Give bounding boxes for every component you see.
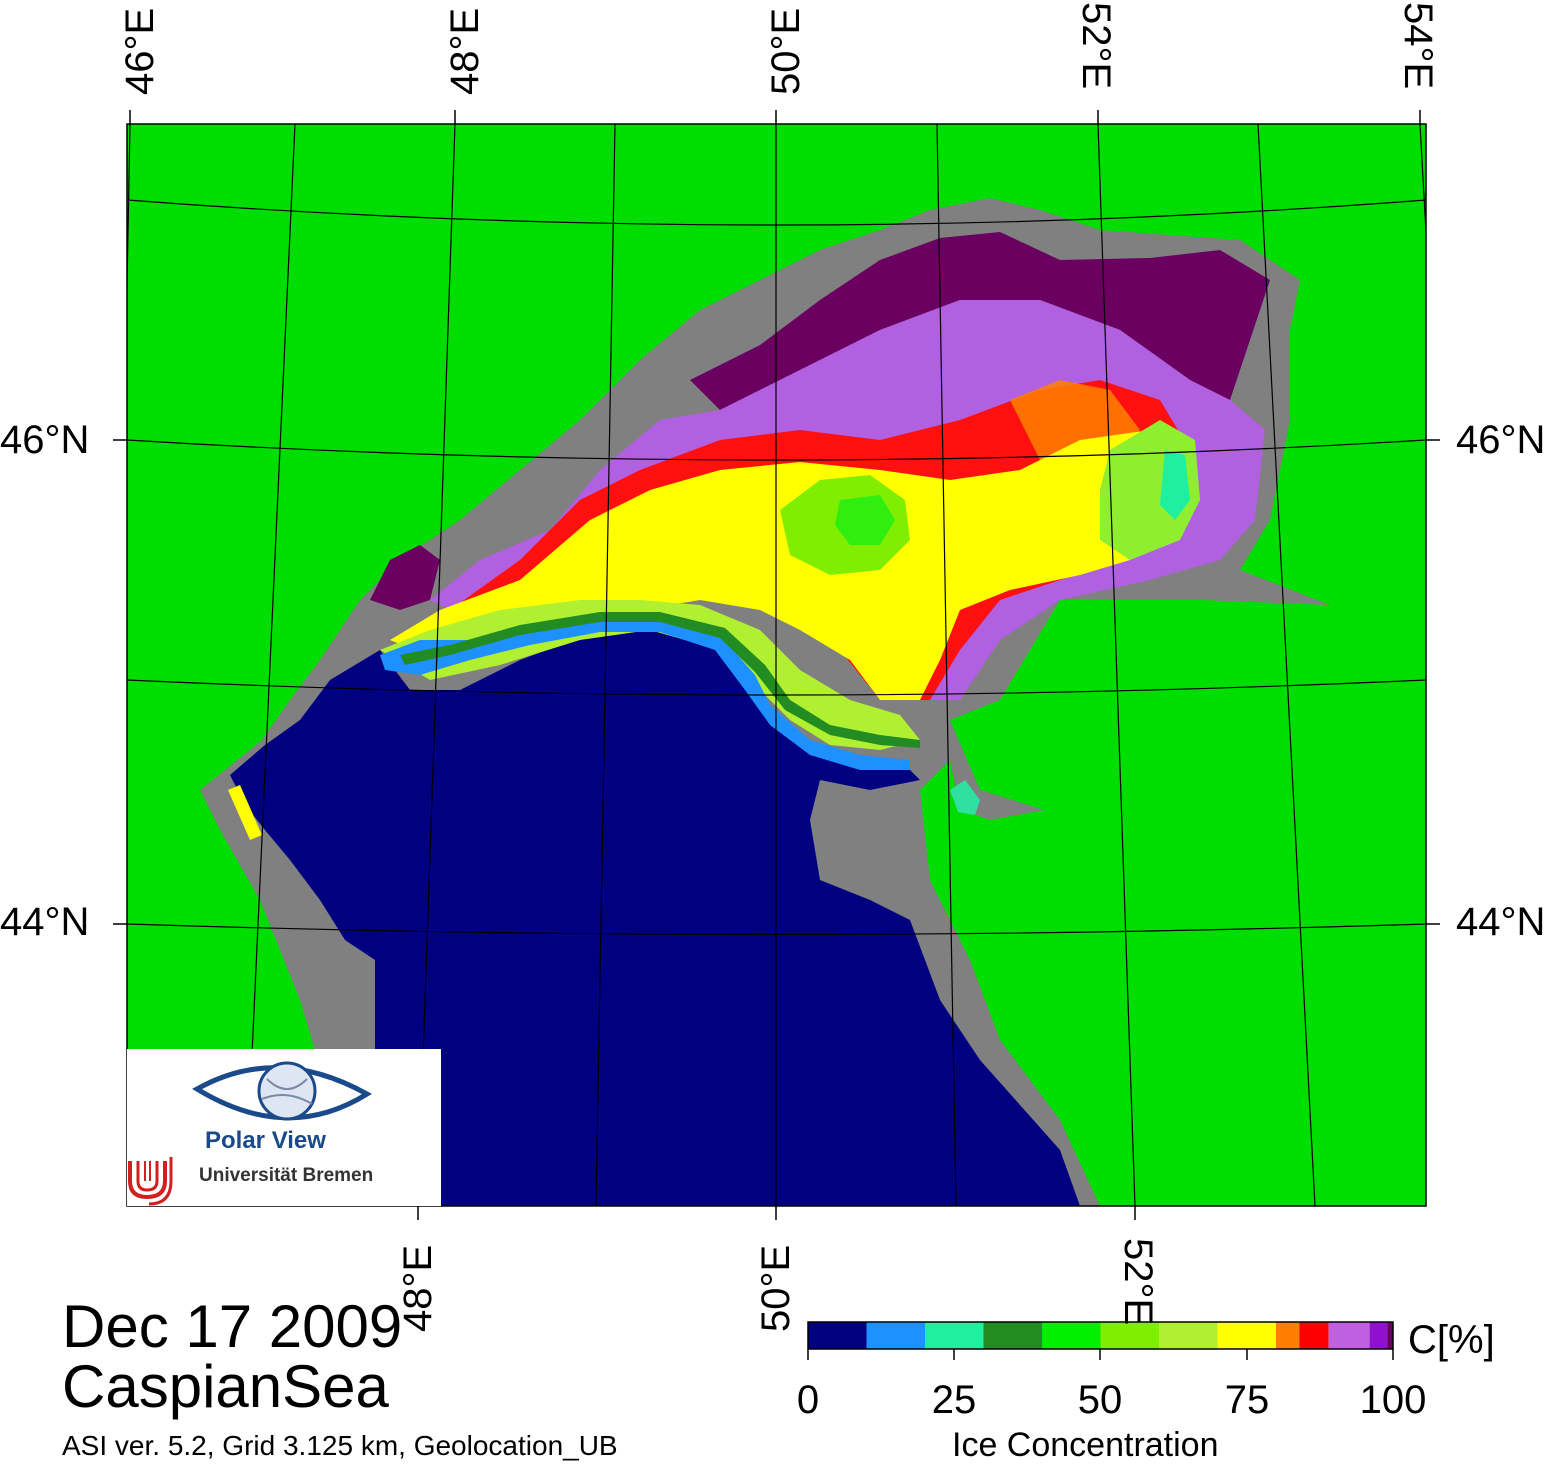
colorbar-bin-9 — [1299, 1322, 1329, 1349]
ice-fringe-green — [400, 612, 920, 748]
graticule — [127, 124, 1426, 1206]
colorbar-bin-1 — [866, 1322, 925, 1349]
lat-label-right-46: 46°N — [1456, 418, 1546, 462]
colorbar-title: Ice Concentration — [952, 1426, 1219, 1464]
colorbar-tick-25: 25 — [931, 1378, 977, 1422]
ice-zone-75 — [390, 430, 1190, 700]
ice-zone-100 — [690, 232, 1270, 410]
uni-bremen-emblem-icon — [128, 1157, 173, 1206]
lon-label-bottom-52: 52°E — [1116, 1238, 1160, 1326]
logo-institution: Universität Bremen — [199, 1165, 374, 1186]
lon-label-top-54: 54°E — [1396, 2, 1440, 90]
colorbar-bin-11 — [1369, 1322, 1388, 1349]
lat-label-left-44: 44°N — [0, 900, 90, 944]
region-name: CaspianSea — [62, 1353, 389, 1420]
colorbar-bin-0 — [808, 1322, 867, 1349]
lon-label-top-50: 50°E — [764, 7, 808, 95]
product-info: ASI ver. 5.2, Grid 3.125 km, Geolocation… — [62, 1430, 618, 1461]
colorbar-bin-5 — [1100, 1322, 1159, 1349]
frame-ticks — [113, 110, 1440, 1220]
lon-label-bottom-48: 48°E — [396, 1244, 440, 1332]
map-date: Dec 17 2009 — [62, 1293, 403, 1360]
ice-zone-25-east — [1160, 450, 1190, 520]
ice-fringe-east — [950, 780, 980, 815]
colorbar-bin-2 — [925, 1322, 984, 1349]
colorbar-unit: C[%] — [1408, 1318, 1495, 1362]
colorbar — [808, 1322, 1393, 1349]
colorbar-tick-0: 0 — [796, 1378, 820, 1422]
colorbar-tick-100: 100 — [1359, 1378, 1427, 1422]
logo-title: Polar View — [205, 1127, 326, 1154]
colorbar-tick-75: 75 — [1224, 1378, 1270, 1422]
colorbar-bin-4 — [1042, 1322, 1101, 1349]
ice-zone-48 — [835, 495, 895, 545]
lon-label-top-46: 46°E — [118, 7, 162, 95]
ice-west-coast — [228, 785, 262, 840]
colorbar-bin-6 — [1159, 1322, 1218, 1349]
ice-fringe-blue — [380, 620, 910, 770]
ice-west-north — [370, 545, 440, 610]
lat-label-left-46: 46°N — [0, 418, 90, 462]
colorbar-bin-7 — [1217, 1322, 1276, 1349]
lon-label-top-52: 52°E — [1074, 2, 1118, 90]
colorbar-bin-10 — [1328, 1322, 1370, 1349]
eye-globe-icon — [128, 1061, 372, 1206]
colorbar-bin-8 — [1276, 1322, 1300, 1349]
lat-label-right-44: 44°N — [1456, 900, 1546, 944]
open-water — [230, 625, 1080, 1206]
colorbar-tick-50: 50 — [1077, 1378, 1123, 1422]
colorbar-bin-3 — [983, 1322, 1042, 1349]
polar-view-logo: Polar View Universität Bremen — [127, 1049, 441, 1206]
colorbar-bin-12 — [1387, 1322, 1393, 1349]
lon-label-top-48: 48°E — [443, 7, 487, 95]
lon-label-bottom-50: 50°E — [754, 1244, 798, 1332]
colorbar-ticks — [807, 1349, 1394, 1360]
